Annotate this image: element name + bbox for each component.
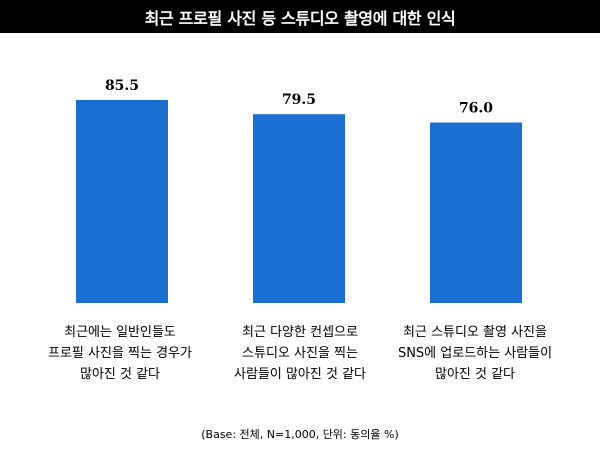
value-label-2: 79.5: [282, 92, 316, 108]
bar-3: [430, 122, 522, 303]
value-label-1: 85.5: [105, 78, 139, 94]
bar-1: [76, 99, 168, 303]
category-label-2: 최근 다양한 컨셉으로 스튜디오 사진을 찍는 사람들이 많아진 것 같다: [234, 325, 366, 382]
bar-chart: 85.5 79.5 76.0: [76, 78, 522, 303]
chart-title: 최근 프로필 사진 등 스튜디오 촬영에 대한 인식: [0, 0, 600, 33]
category-label-1: 최근에는 일반인들도 프로필 사진을 찍는 경우가 많아진 것 같다: [48, 325, 192, 382]
category-label-3: 최근 스튜디오 촬영 사진을 SNS에 업로드하는 사람들이 많아진 것 같다: [397, 325, 553, 382]
bar-2: [253, 114, 345, 303]
footnote: (Base: 전체, N=1,000, 단위: 동의율 %): [201, 428, 399, 441]
value-label-3: 76.0: [459, 101, 493, 117]
